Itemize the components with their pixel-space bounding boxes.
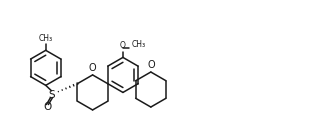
Text: O: O <box>89 63 96 73</box>
Text: S: S <box>48 90 55 100</box>
Text: CH₃: CH₃ <box>131 40 146 49</box>
Text: O: O <box>43 102 51 112</box>
Text: O: O <box>120 41 126 50</box>
Text: CH₃: CH₃ <box>39 34 53 43</box>
Text: O: O <box>147 60 155 70</box>
